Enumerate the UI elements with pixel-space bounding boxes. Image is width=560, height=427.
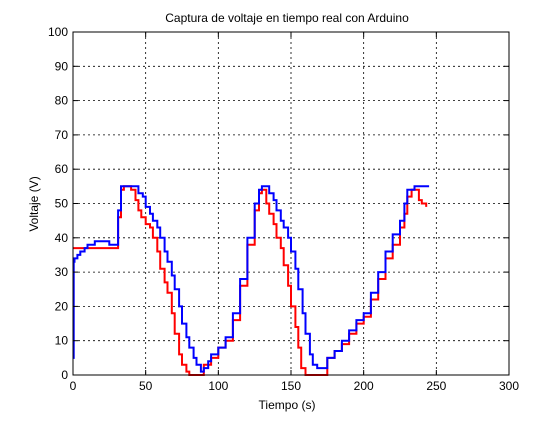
y-tick-label: 60 [55,162,69,176]
y-tick-label: 0 [61,368,68,382]
series-group [72,185,430,376]
x-tick-label: 50 [139,379,153,393]
y-tick-label: 40 [55,231,69,245]
y-tick-label: 50 [55,197,69,211]
y-tick-label: 100 [48,25,68,39]
y-tick-label: 80 [55,94,69,108]
ticks: 0 50 100 150 200 250 300 0 10 20 30 40 50 60 70 80 90 100 [48,25,519,393]
x-tick-label: 200 [354,379,374,393]
x-tick-label: 250 [426,379,446,393]
x-tick-label: 100 [208,379,228,393]
y-tick-label: 70 [55,128,69,142]
x-axis-label: Tiempo (s) [259,398,316,412]
y-tick-label: 20 [55,299,69,313]
chart-title: Captura de voltaje en tiempo real con Ar… [165,11,409,25]
series-line-1 [73,185,428,376]
y-tick-label: 10 [55,334,69,348]
x-tick-label: 150 [281,379,301,393]
y-tick-label: 90 [55,59,69,73]
y-axis-label: Voltaje (V) [27,176,41,231]
y-tick-label: 30 [55,265,69,279]
x-tick-label: 0 [70,379,77,393]
x-tick-label: 300 [499,379,519,393]
series-line-2 [72,185,430,373]
